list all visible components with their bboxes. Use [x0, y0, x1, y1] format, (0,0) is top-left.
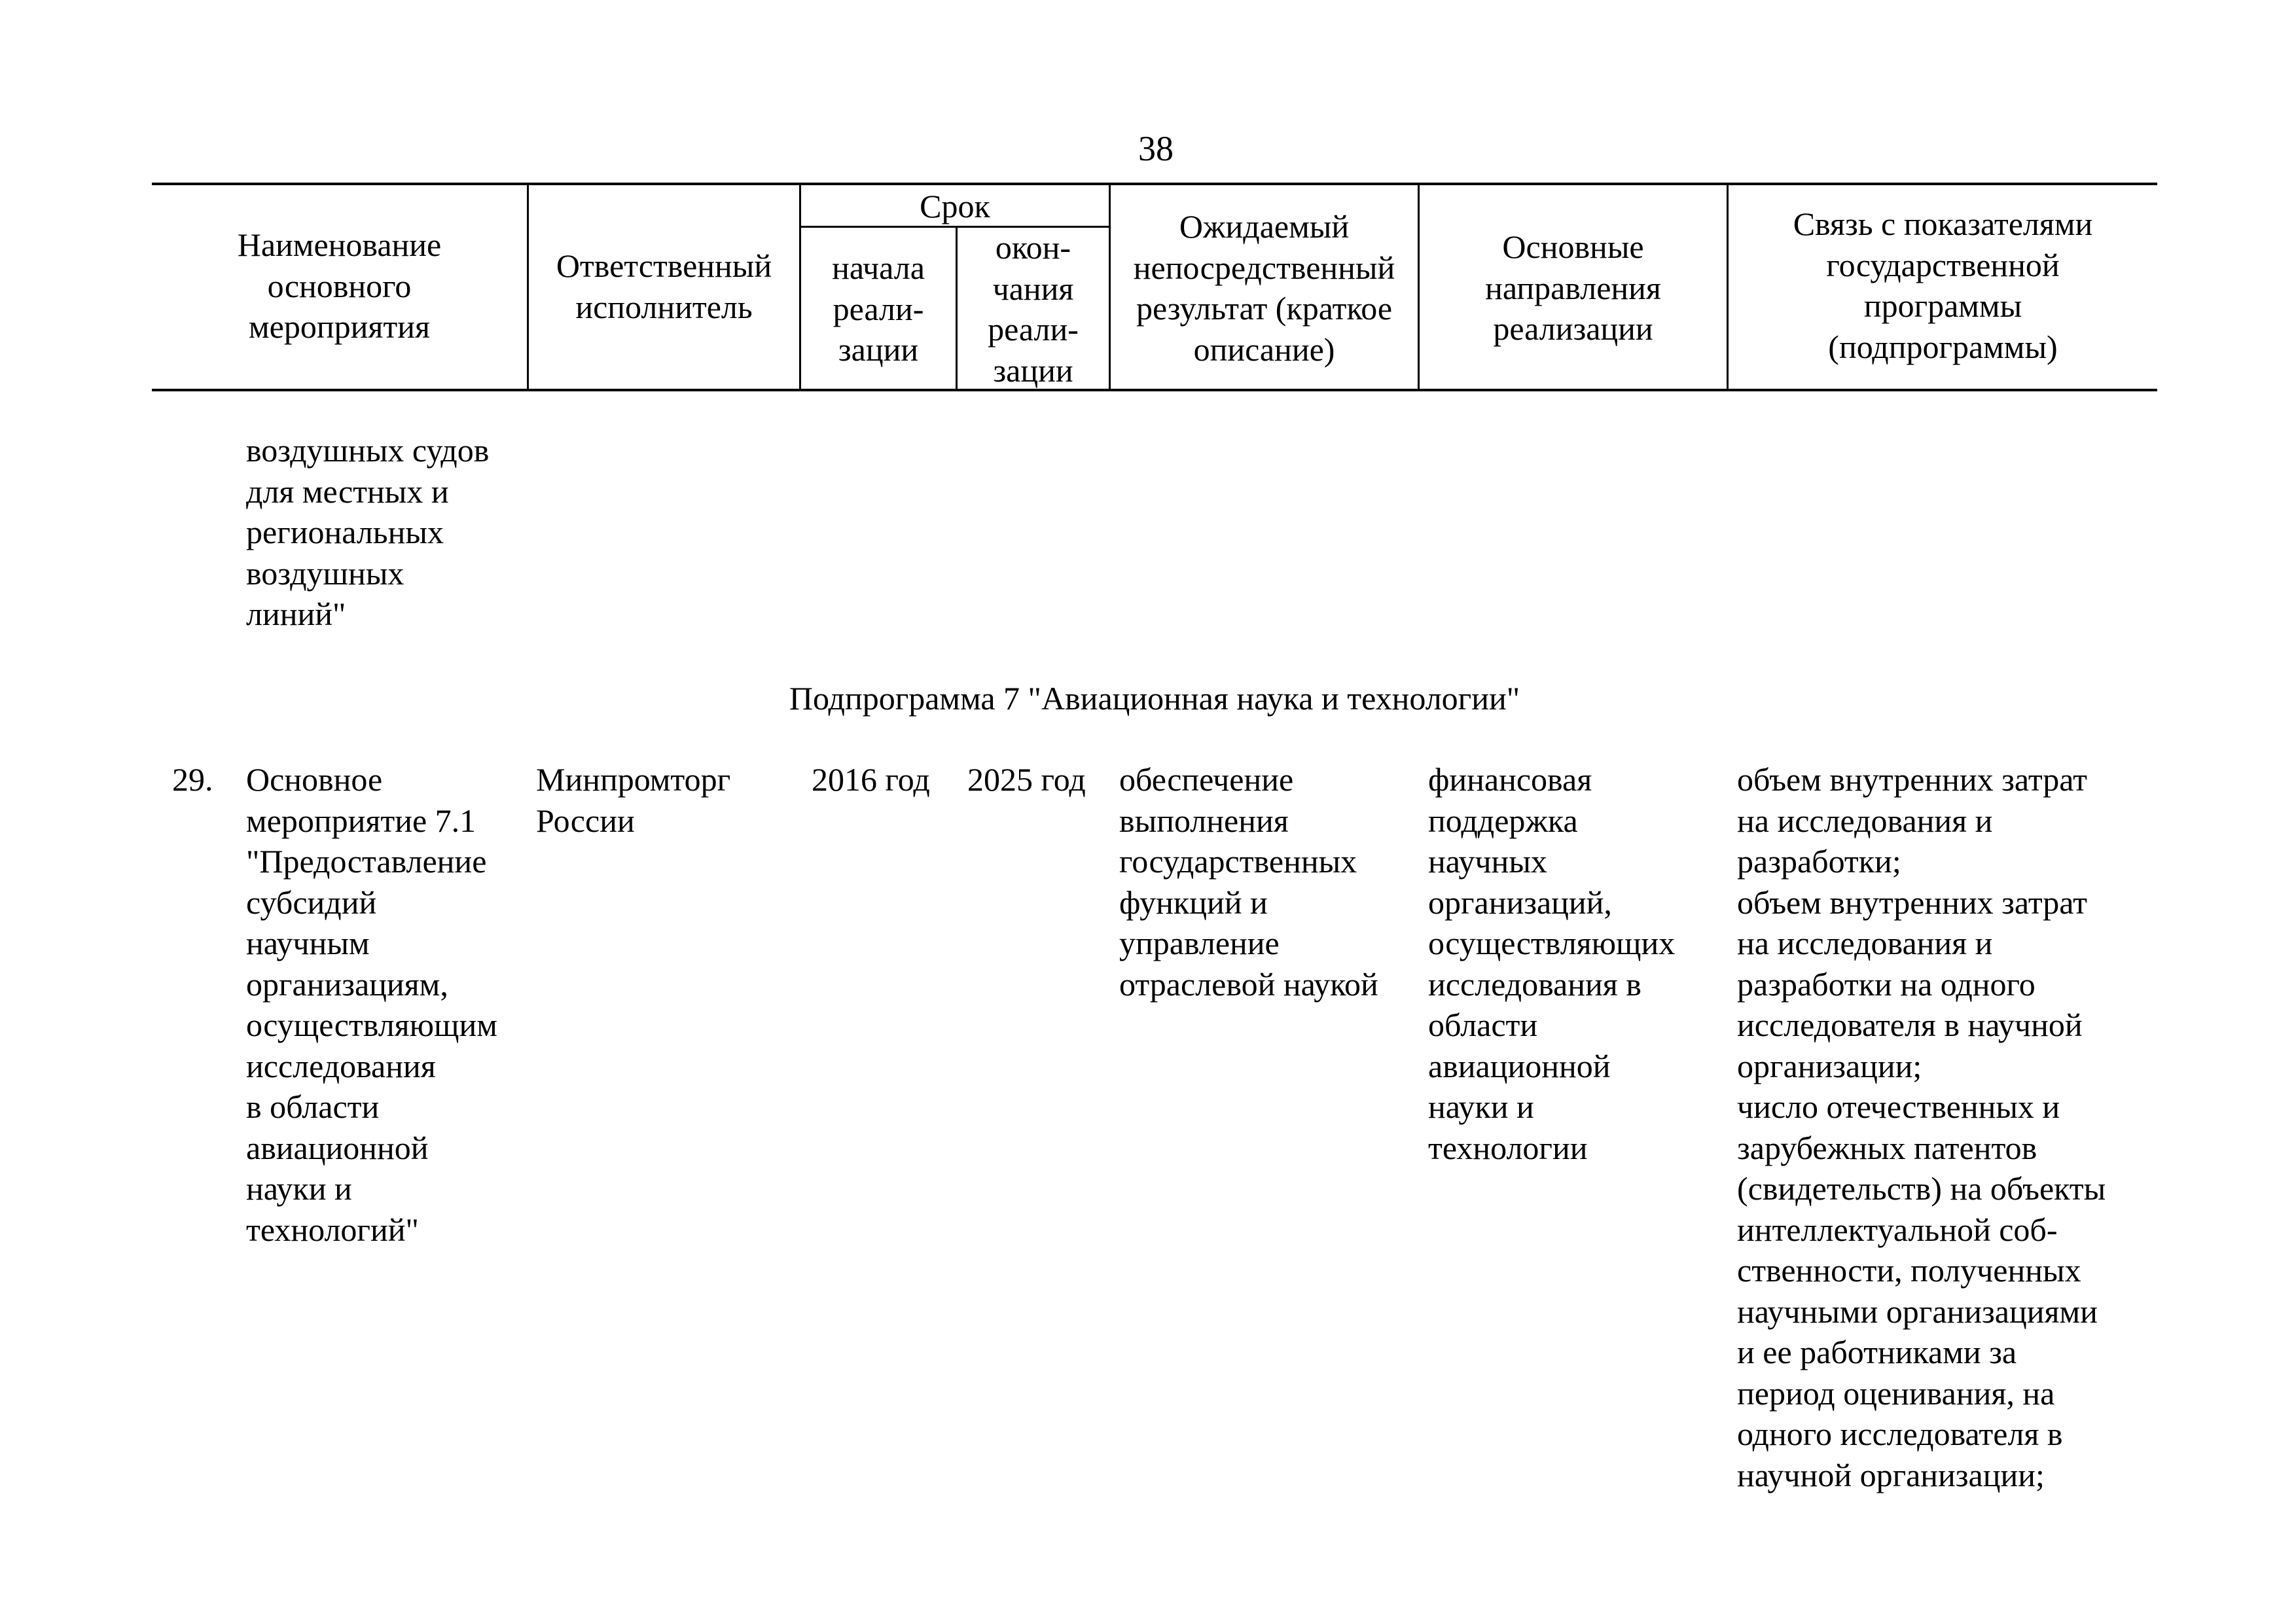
header-end: окон- чания реали- зации	[988, 229, 1079, 389]
column-divider	[1727, 184, 1729, 390]
page-number: 38	[1138, 129, 1174, 168]
column-divider	[799, 184, 801, 390]
table-top-border	[152, 183, 2157, 185]
continued-name-text: воздушных судов для местных и региональн…	[246, 432, 490, 632]
header-result: Ожидаемый непосредственный результат (кр…	[1133, 208, 1395, 368]
row-end: 2025 год	[967, 761, 1086, 798]
row-result: обеспечение выполнения государственных ф…	[1119, 761, 1378, 1003]
row-link: объем внутренних затрат на исследования …	[1737, 761, 2106, 1493]
header-link: Связь с показателями государственной про…	[1793, 205, 2093, 365]
column-divider	[1109, 184, 1111, 390]
row-name: Основное мероприятие 7.1 "Предоставление…	[246, 761, 497, 1248]
row-executor: Минпромторг России	[536, 761, 731, 839]
subprogram-title: Подпрограмма 7 "Авиационная наука и техн…	[789, 680, 1520, 717]
column-divider	[956, 226, 958, 390]
column-divider	[527, 184, 529, 390]
header-bottom-border	[152, 389, 2157, 391]
row-start: 2016 год	[812, 761, 930, 798]
row-number: 29.	[172, 761, 213, 798]
term-divider	[799, 226, 1109, 228]
header-name: Наименование основного мероприятия	[237, 226, 442, 345]
header-directions: Основные направления реализации	[1485, 228, 1661, 347]
header-executor: Ответственный исполнитель	[556, 247, 772, 325]
header-start: начала реали- зации	[832, 249, 925, 368]
row-directions: финансовая поддержка научных организаций…	[1428, 761, 1676, 1166]
column-divider	[1418, 184, 1420, 390]
header-term: Срок	[920, 188, 990, 224]
